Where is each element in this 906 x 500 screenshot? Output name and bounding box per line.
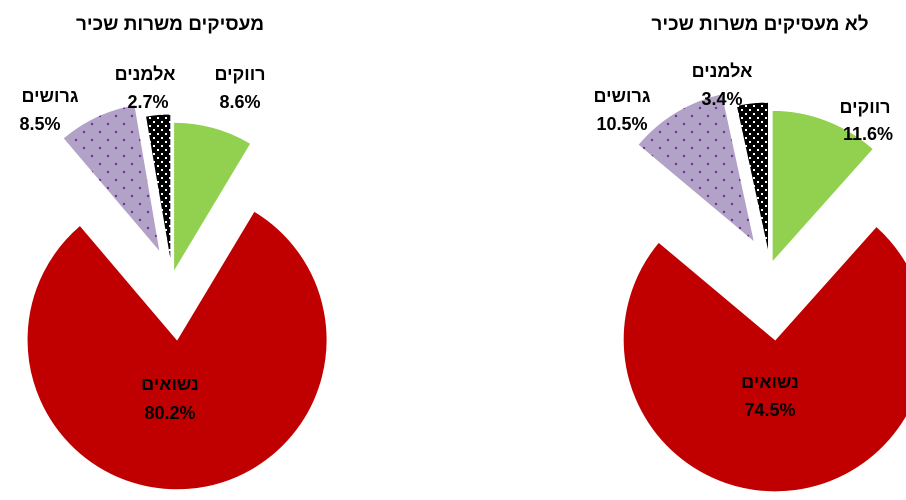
chart-title: לא מעסיקים משרות שכיר (651, 14, 868, 35)
pie-slice (62, 104, 161, 255)
pie-slice (144, 113, 172, 265)
slice-value: 80.2% (144, 403, 195, 423)
pie-slice (622, 225, 906, 493)
pie-slice (735, 101, 770, 255)
slice-value: 2.7% (127, 92, 168, 112)
slice-value: 11.6% (843, 124, 893, 144)
pie-slice (173, 121, 252, 275)
slice-category: אלמנים (692, 61, 753, 81)
slice-category: נשואים (141, 374, 199, 394)
slice-category: גרושים (594, 86, 651, 106)
slice-value: 10.5% (596, 114, 647, 134)
slice-category: אלמנים (115, 64, 176, 84)
slice-category: רווקים (839, 97, 890, 117)
slice-value: 8.5% (19, 114, 60, 134)
slice-value: 74.5% (744, 400, 795, 420)
slice-category: רווקים (214, 64, 265, 84)
pie-slice (637, 93, 756, 244)
slice-category: גרושים (22, 86, 79, 106)
slice-value: 3.4% (701, 89, 742, 109)
pie-slice (771, 109, 875, 264)
pie-slice (26, 210, 328, 491)
slice-category: נשואים (741, 372, 799, 392)
slice-value: 8.6% (219, 92, 260, 112)
chart-title: מעסיקים משרות שכיר (76, 14, 264, 35)
